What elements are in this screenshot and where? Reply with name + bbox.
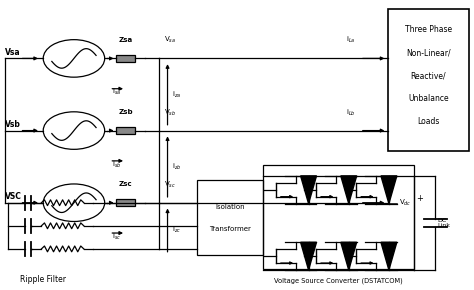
Bar <box>117 55 136 62</box>
Bar <box>117 199 136 206</box>
Polygon shape <box>301 176 317 204</box>
Polygon shape <box>341 242 356 270</box>
Text: i$_{sb}$: i$_{sb}$ <box>112 160 121 170</box>
Text: i$_{sa}$: i$_{sa}$ <box>112 87 121 97</box>
Text: i$_{Lc}$: i$_{Lc}$ <box>346 180 355 190</box>
Text: V$_{sc}$: V$_{sc}$ <box>164 180 176 190</box>
Polygon shape <box>381 176 397 204</box>
Text: Ripple Filter: Ripple Filter <box>20 275 66 284</box>
Text: V$_{dc}$: V$_{dc}$ <box>399 197 412 208</box>
Text: V$_{sb}$: V$_{sb}$ <box>164 107 176 117</box>
Text: V$_{sa}$: V$_{sa}$ <box>164 35 176 46</box>
Text: Zsc: Zsc <box>119 181 133 187</box>
Polygon shape <box>341 176 356 204</box>
Polygon shape <box>381 242 397 270</box>
Text: i$_{zc}$: i$_{zc}$ <box>172 225 182 235</box>
Text: Vsa: Vsa <box>5 48 21 57</box>
Text: Zsb: Zsb <box>118 109 133 115</box>
Text: VSC: VSC <box>5 193 22 202</box>
Text: DC
Link: DC Link <box>438 218 451 228</box>
Text: i$_{zb}$: i$_{zb}$ <box>172 162 182 172</box>
Text: Reactive/: Reactive/ <box>410 71 446 80</box>
Text: i$_{La}$: i$_{La}$ <box>346 35 355 46</box>
Bar <box>117 127 136 134</box>
Text: Unbalance: Unbalance <box>408 94 449 103</box>
Text: Zsa: Zsa <box>119 37 133 43</box>
Text: Isolation: Isolation <box>215 204 245 210</box>
Text: Vsb: Vsb <box>5 120 21 129</box>
Text: Voltage Source Converter (DSTATCOM): Voltage Source Converter (DSTATCOM) <box>274 277 403 284</box>
Text: +: + <box>417 194 423 203</box>
Text: i$_{za}$: i$_{za}$ <box>172 89 182 99</box>
Text: i$_{sc}$: i$_{sc}$ <box>112 232 121 242</box>
Text: Three Phase: Three Phase <box>405 25 452 34</box>
Text: Loads: Loads <box>417 117 439 126</box>
Text: i$_{Lb}$: i$_{Lb}$ <box>346 107 356 117</box>
Text: Transformer: Transformer <box>209 226 251 232</box>
Polygon shape <box>301 242 317 270</box>
Text: Non-Linear/: Non-Linear/ <box>406 48 451 57</box>
